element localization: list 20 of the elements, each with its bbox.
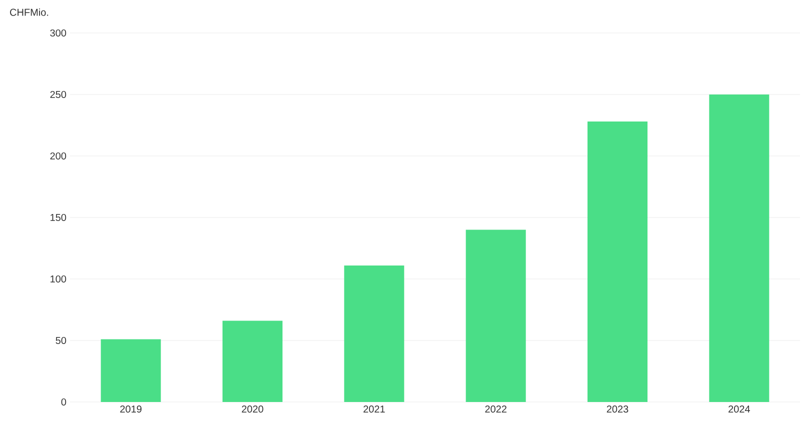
bar	[344, 265, 404, 402]
bar	[466, 230, 526, 402]
y-tick-label: 300	[50, 29, 66, 37]
bar	[222, 320, 283, 402]
y-tick-label: 250	[50, 90, 66, 98]
bar	[709, 94, 770, 402]
x-tick-label: 2024	[728, 406, 750, 413]
x-tick-label: 2023	[606, 406, 628, 413]
y-tick-label: 200	[50, 152, 66, 160]
y-axis-title: CHFMio.	[10, 8, 48, 16]
x-tick-label: 2021	[364, 406, 385, 413]
x-tick-label: 2020	[242, 406, 264, 413]
y-tick-label: 50	[56, 336, 66, 344]
bar	[100, 339, 161, 402]
y-tick-label: 100	[50, 275, 66, 283]
y-tick-label: 150	[50, 214, 66, 222]
x-tick-label: 2022	[485, 406, 506, 413]
x-tick-label: 2019	[120, 406, 142, 413]
bar	[588, 122, 648, 402]
y-tick-label: 0	[61, 398, 66, 406]
